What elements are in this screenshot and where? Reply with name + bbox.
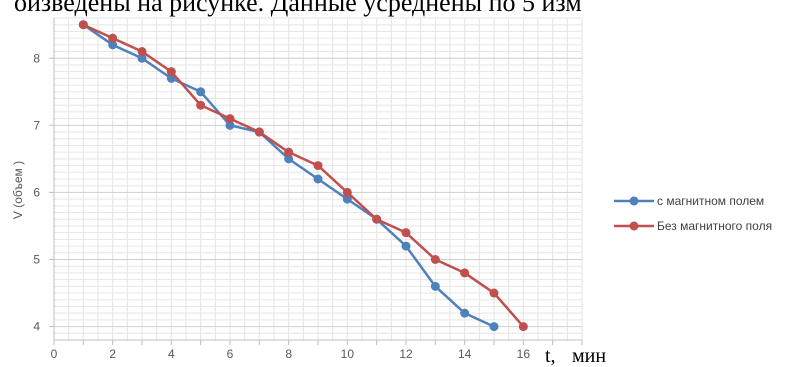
y-tick-label: 7 xyxy=(33,118,40,132)
data-point xyxy=(372,214,382,224)
x-tick-label: 4 xyxy=(168,347,175,361)
data-point xyxy=(430,255,440,264)
data-point xyxy=(78,20,88,30)
x-tick-label: 2 xyxy=(109,347,116,361)
grid-lines xyxy=(54,17,583,340)
x-tick-label: 16 xyxy=(517,347,531,361)
data-point xyxy=(166,67,176,77)
data-point xyxy=(225,114,235,124)
data-point xyxy=(518,322,528,332)
data-point xyxy=(342,187,352,197)
legend-label: с магнитном полем xyxy=(657,194,764,208)
y-tick-label: 5 xyxy=(33,253,40,267)
data-point xyxy=(401,241,411,251)
x-tick-label: 14 xyxy=(458,347,472,361)
data-point xyxy=(313,174,323,184)
data-point xyxy=(489,322,499,332)
data-point xyxy=(196,100,206,110)
data-point xyxy=(108,40,118,50)
x-tick-label: 8 xyxy=(285,347,292,361)
y-tick-label: 6 xyxy=(33,185,40,199)
data-point xyxy=(401,228,411,238)
series-line-2 xyxy=(82,23,525,328)
x-axis-label-t: t, xyxy=(545,345,556,367)
data-point xyxy=(489,288,499,298)
y-tick-label: 8 xyxy=(33,51,40,65)
data-point xyxy=(430,281,440,291)
y-axis-label: V (объем ) xyxy=(11,161,25,219)
data-point xyxy=(313,161,323,171)
y-tick-label: 4 xyxy=(33,320,40,334)
legend-marker xyxy=(629,196,639,206)
legend-marker xyxy=(629,221,639,231)
data-point xyxy=(254,127,264,137)
tick-labels: 0 2 4 6 8 10 12 14 16 4 5 6 7 8 xyxy=(33,51,530,361)
data-point xyxy=(342,194,352,204)
legend: с магнитном полем Без магнитного поля xyxy=(614,194,772,233)
data-point xyxy=(137,53,147,63)
data-point xyxy=(460,308,470,318)
data-point xyxy=(137,47,147,57)
data-point xyxy=(460,268,470,278)
data-point xyxy=(196,87,206,97)
x-tick-label: 12 xyxy=(399,347,413,361)
data-point xyxy=(284,147,294,157)
x-tick-label: 0 xyxy=(51,347,58,361)
axes xyxy=(49,18,583,345)
data-point xyxy=(225,120,235,130)
series-group xyxy=(78,20,528,332)
header-text-fragment: оизведены на рисунке. Данные усреднены п… xyxy=(14,0,582,17)
data-point xyxy=(108,33,118,43)
x-tick-label: 6 xyxy=(227,347,234,361)
x-axis-label-unit: мин xyxy=(572,345,606,367)
legend-label: Без магнитного поля xyxy=(657,219,772,233)
data-point xyxy=(284,154,294,164)
x-tick-label: 10 xyxy=(341,347,355,361)
